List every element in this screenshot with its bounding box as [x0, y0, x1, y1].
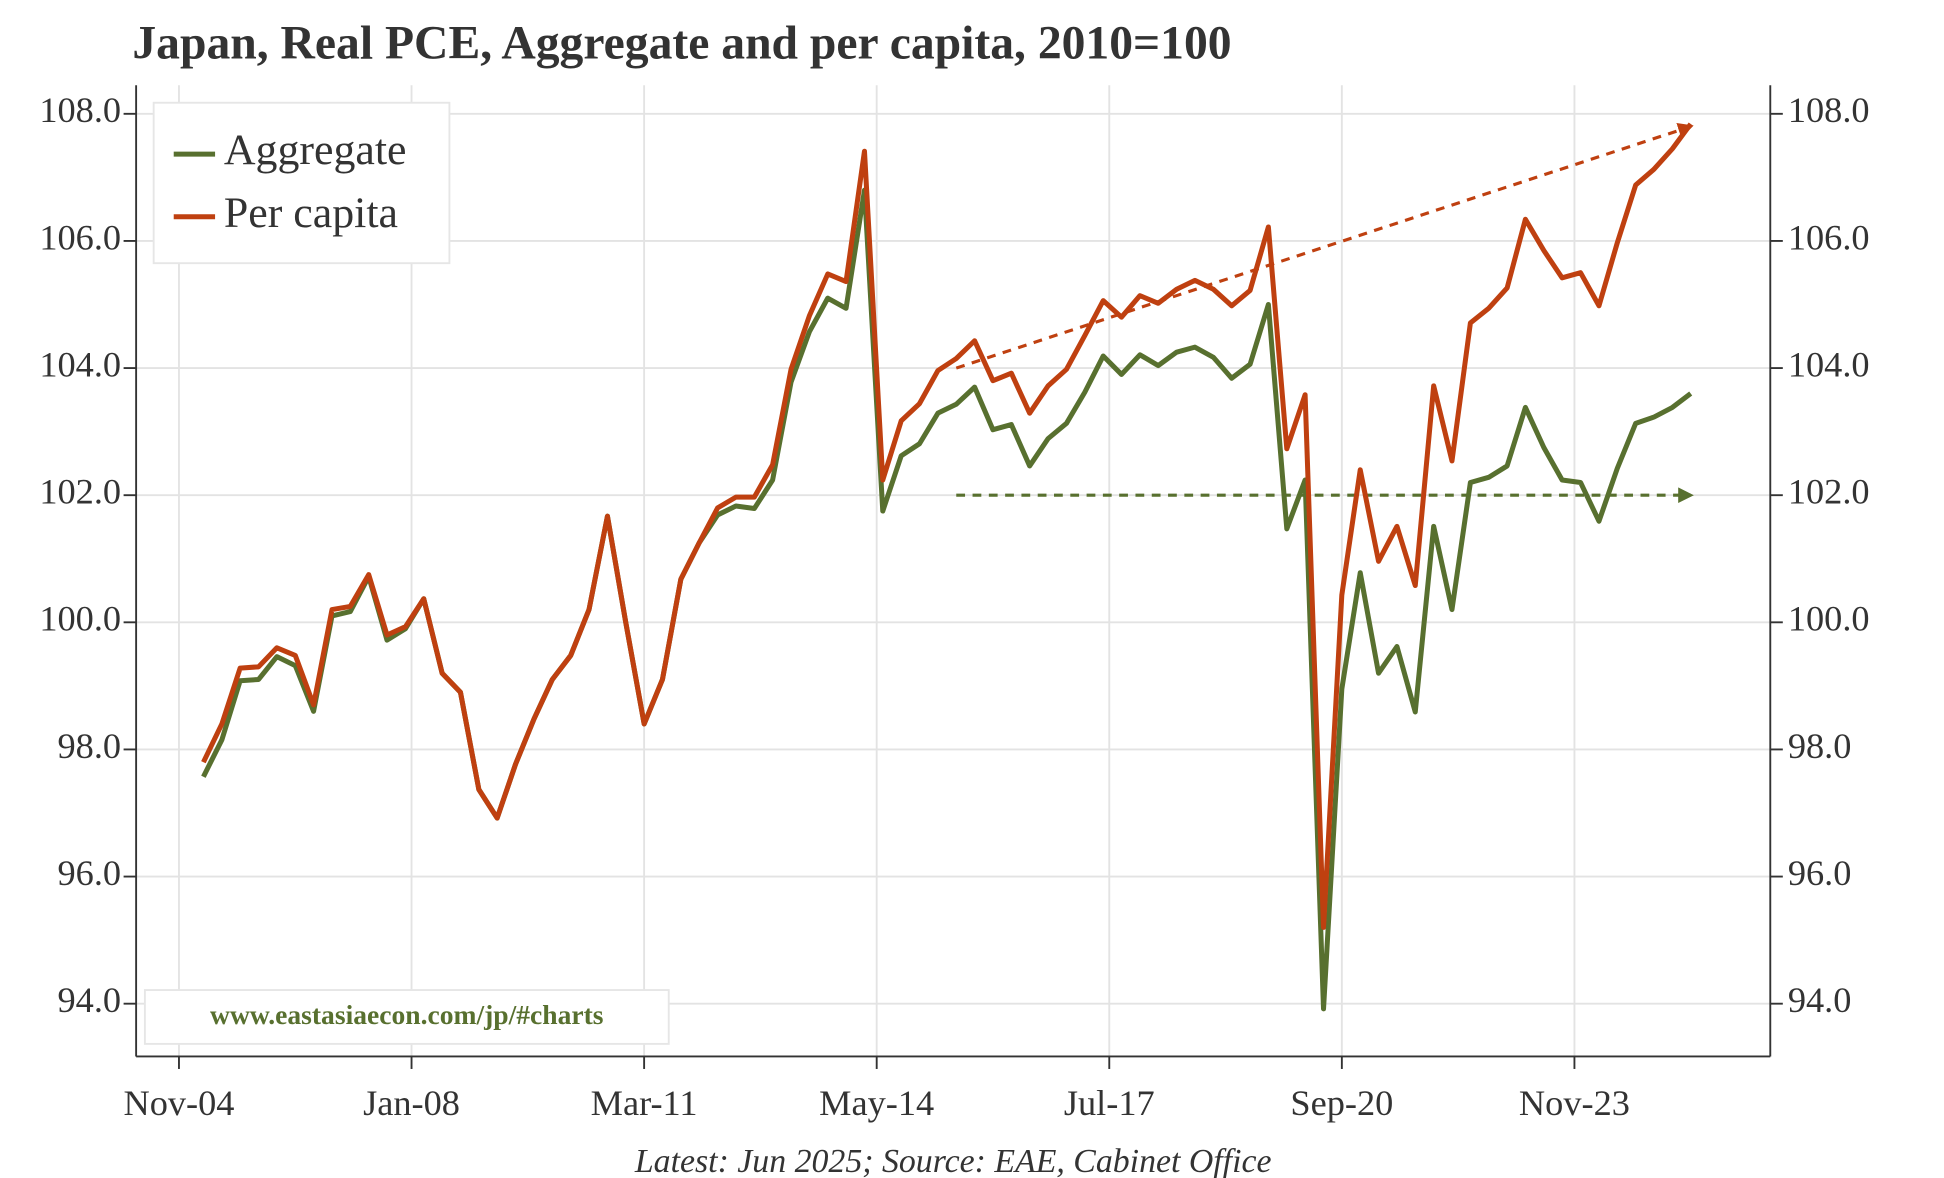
y-tick-label: 102.0: [39, 472, 121, 512]
y-tick-label: 104.0: [39, 344, 121, 384]
y-tick-label: 98.0: [58, 726, 122, 766]
y-tick-label: 94.0: [58, 980, 122, 1020]
legend-label: Aggregate: [224, 126, 407, 174]
x-tick-label: Sep-20: [1290, 1083, 1393, 1123]
legend-label: Per capita: [224, 189, 398, 237]
watermark: www.eastasiaecon.com/jp/#charts: [210, 999, 604, 1030]
y-tick-label: 96.0: [58, 853, 122, 893]
y-tick-label: 100.0: [39, 599, 121, 639]
y2-tick-label: 98.0: [1788, 726, 1852, 766]
x-tick-label: Mar-11: [591, 1083, 698, 1123]
x-tick-label: Jul-17: [1064, 1083, 1155, 1123]
axes: 94.0 96.0 98.0 100.0 102.0 104.0 106.0 108.0 94.…: [39, 85, 1870, 1123]
y2-tick-label: 104.0: [1788, 344, 1870, 384]
y2-tick-label: 96.0: [1788, 853, 1852, 893]
y2-tick-label: 102.0: [1788, 472, 1870, 512]
x-tick-label: Nov-23: [1519, 1083, 1630, 1123]
x-tick-label: Nov-04: [123, 1083, 234, 1123]
legend: Aggregate Per capita www.eastasiaecon.com/…: [143, 101, 670, 1045]
series-line: [201, 122, 1693, 930]
legend-box: [152, 101, 451, 265]
y2-tick-label: 108.0: [1788, 90, 1870, 130]
plot: [201, 122, 1694, 1012]
x-tick-label: May-14: [819, 1083, 934, 1123]
chart-title: Japan, Real PCE, Aggregate and per capit…: [132, 18, 1231, 70]
y2-tick-label: 94.0: [1788, 980, 1852, 1020]
y-tick-label: 106.0: [39, 217, 121, 257]
x-tick-label: Jan-08: [363, 1083, 460, 1123]
footnote: Latest: Jun 2025; Source: EAE, Cabinet O…: [634, 1143, 1272, 1178]
y2-tick-label: 100.0: [1788, 599, 1870, 639]
y2-tick-label: 106.0: [1788, 217, 1870, 257]
watermark-box: [143, 989, 670, 1045]
y-tick-label: 108.0: [39, 90, 121, 130]
